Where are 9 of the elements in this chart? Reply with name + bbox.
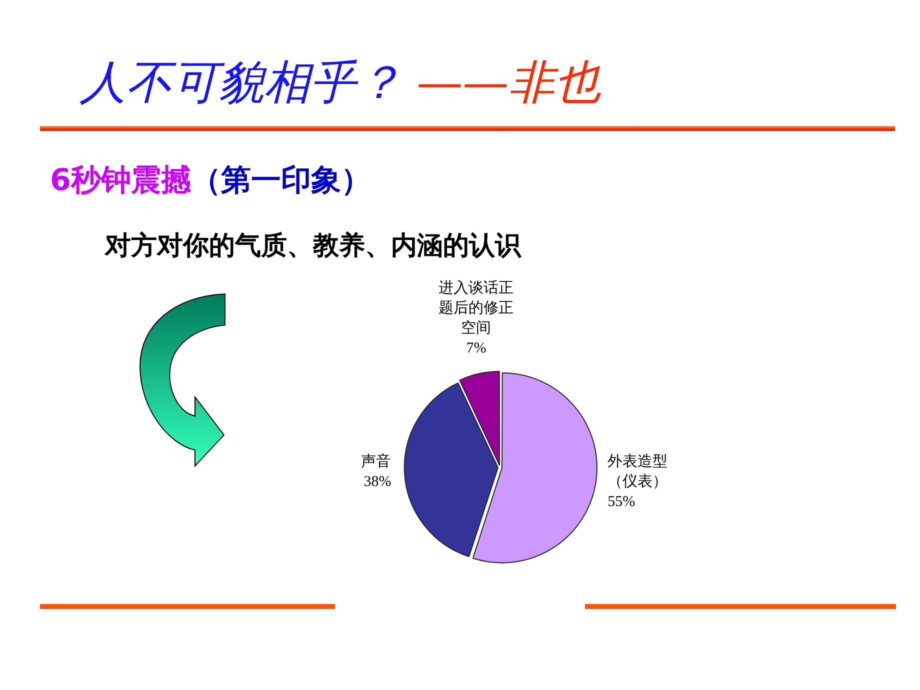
data-label: 55% [608, 494, 636, 510]
data-label: 38% [364, 474, 392, 490]
chart-subtitle: 6秒钟震撼（第一印象） [50, 163, 371, 198]
data-label: 7% [466, 340, 486, 357]
slice-label: 声音 [361, 452, 392, 470]
text: 对方对你的气质、教养、内涵的认识 [105, 230, 521, 263]
chart-title: 人不可貌相乎？ ——非也 [80, 55, 601, 109]
slice-label: 外表造型（仪表） [608, 452, 668, 490]
slice-label: 进入谈话正题后的修正空间 [438, 280, 514, 337]
